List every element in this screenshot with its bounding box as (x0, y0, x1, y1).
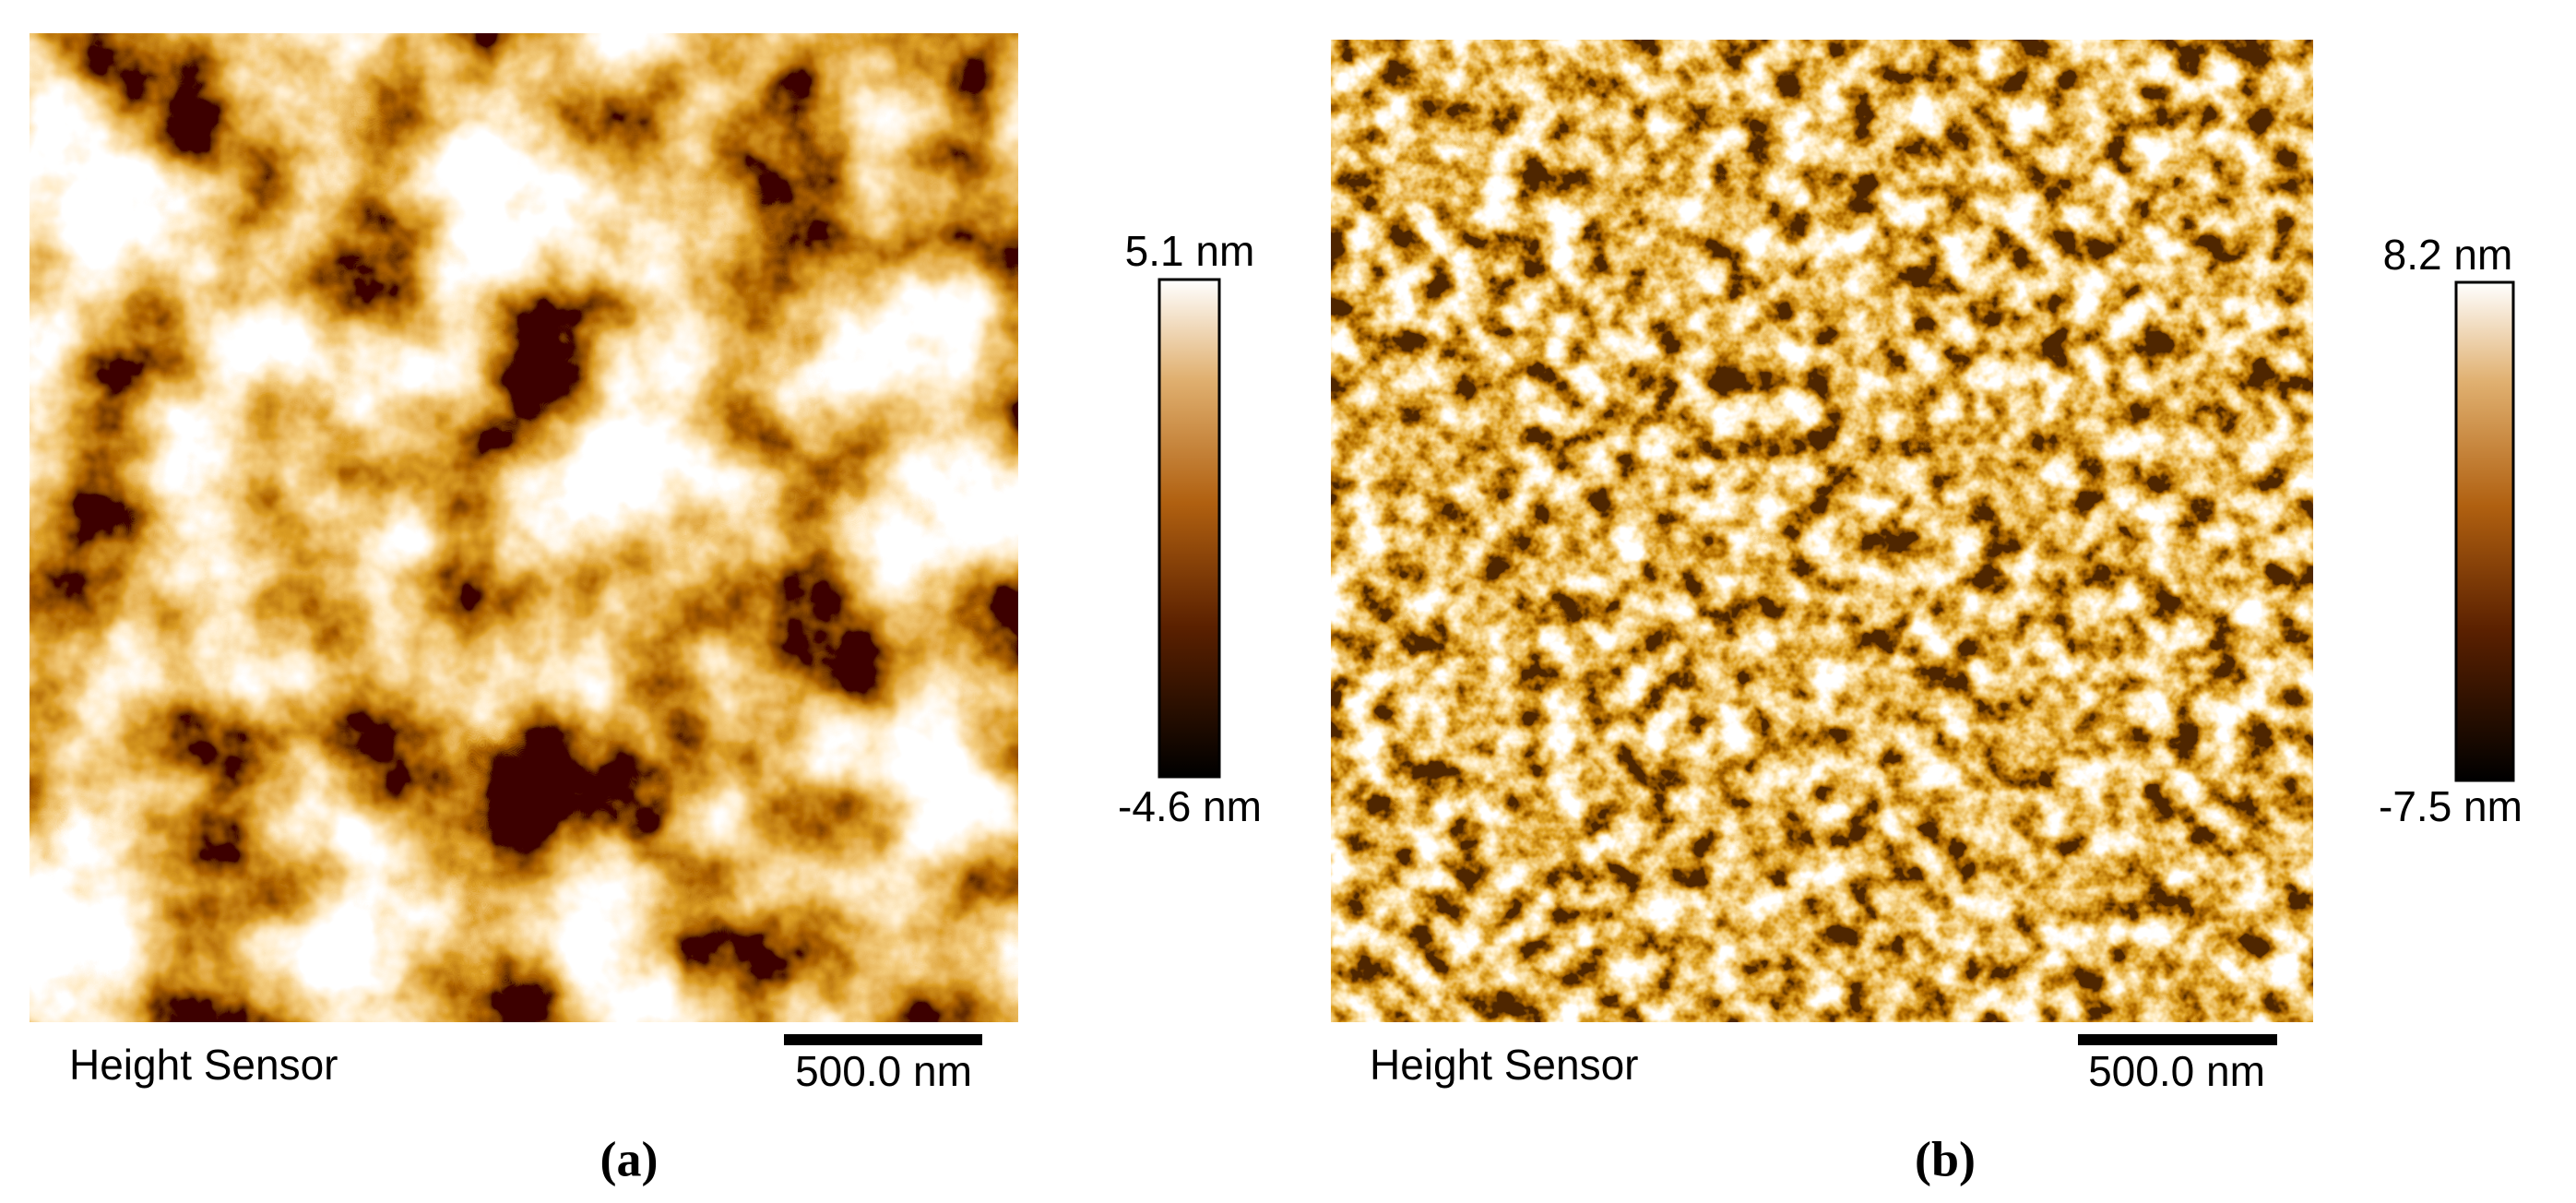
colorbar (1157, 278, 1221, 779)
colorbar-max: 5.1 nm (1125, 227, 1255, 275)
afm-image (30, 33, 1018, 1022)
channel-label: Height Sensor (1370, 1041, 1639, 1089)
colorbar-min: -7.5 nm (2379, 782, 2523, 830)
scale-bar-label: 500.0 nm (2088, 1047, 2265, 1095)
caption: (a) (600, 1131, 659, 1186)
scale-bar-label: 500.0 nm (795, 1047, 972, 1095)
caption: (b) (1915, 1131, 1976, 1186)
channel-label: Height Sensor (69, 1041, 338, 1089)
colorbar-max: 8.2 nm (2383, 231, 2513, 279)
colorbar-min: -4.6 nm (1118, 782, 1262, 830)
colorbar (2454, 280, 2515, 782)
afm-image (1331, 40, 2313, 1022)
